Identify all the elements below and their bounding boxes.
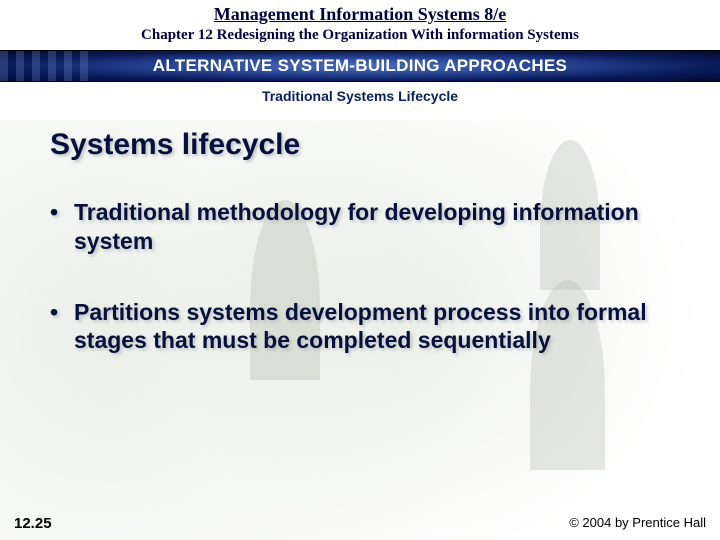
subtitle-bar: Traditional Systems Lifecycle — [0, 82, 720, 110]
bullet-item: Partitions systems development process i… — [50, 298, 670, 356]
copyright-text: © 2004 by Prentice Hall — [569, 515, 706, 532]
book-title: Management Information Systems 8/e — [0, 0, 720, 25]
slide-footer: 12.25 © 2004 by Prentice Hall — [0, 515, 720, 532]
subtitle-text: Traditional Systems Lifecycle — [262, 88, 458, 104]
slide-title: Systems lifecycle — [50, 128, 670, 162]
section-banner: ALTERNATIVE SYSTEM-BUILDING APPROACHES — [0, 50, 720, 82]
slide-content: Systems lifecycle Traditional methodolog… — [0, 110, 720, 355]
chapter-title: Chapter 12 Redesigning the Organization … — [0, 25, 720, 44]
slide-header: Management Information Systems 8/e Chapt… — [0, 0, 720, 110]
slide-number: 12.25 — [14, 515, 52, 532]
bullet-item: Traditional methodology for developing i… — [50, 198, 670, 256]
section-banner-text: ALTERNATIVE SYSTEM-BUILDING APPROACHES — [153, 56, 567, 76]
